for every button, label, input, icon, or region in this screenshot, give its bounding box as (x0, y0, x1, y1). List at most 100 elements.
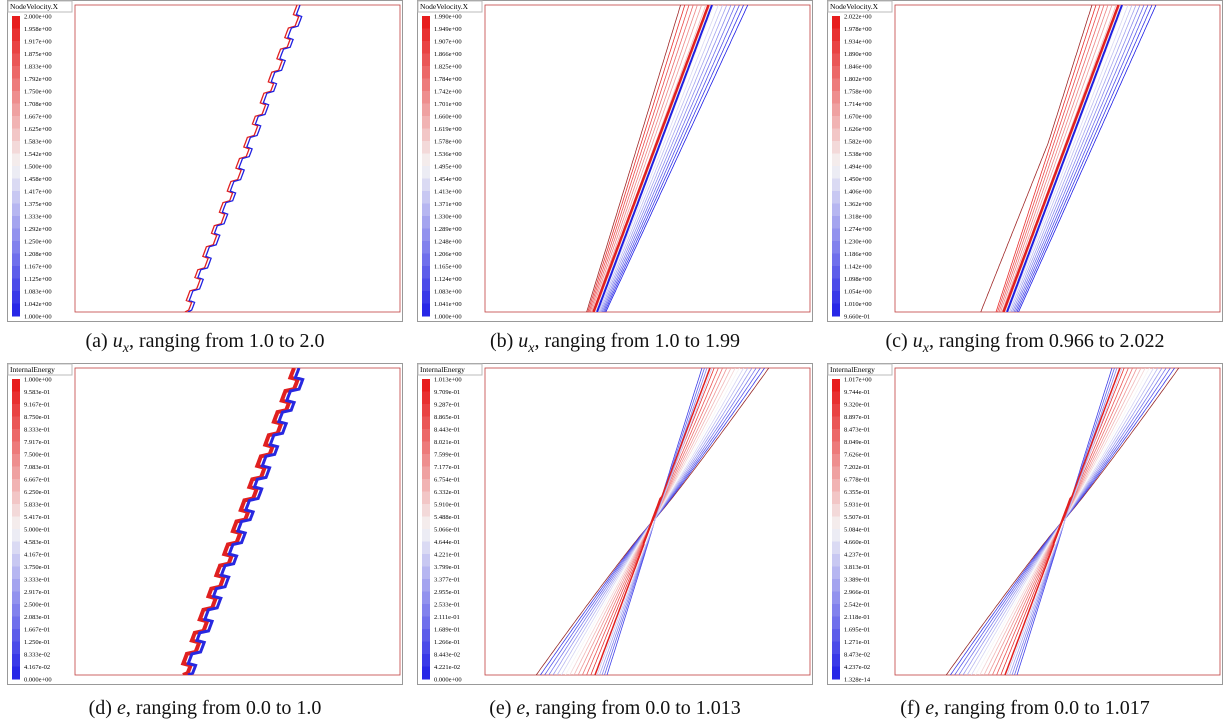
colorbar-segment (832, 241, 840, 254)
colorbar-segment (422, 579, 430, 592)
colorbar-label: 1.695e-01 (844, 627, 870, 634)
colorbar-label: 3.813e-01 (844, 564, 870, 571)
colorbar-label: 8.333e-01 (24, 427, 50, 434)
contour-line (1006, 368, 1123, 675)
colorbar-segment (832, 404, 840, 417)
panel-frame (417, 0, 813, 322)
colorbar-label: 1.784e+00 (434, 76, 462, 83)
contour-line (603, 5, 740, 312)
colorbar-segment (12, 41, 20, 54)
colorbar-segment (12, 253, 20, 267)
colorbar-title: NodeVelocity.X (420, 2, 469, 11)
colorbar-label: 2.111e-01 (434, 614, 460, 621)
colorbar-label: 1.978e+00 (844, 26, 872, 33)
contour-line (596, 5, 713, 312)
colorbar-segment (832, 141, 840, 154)
colorbar-label: 1.758e+00 (844, 89, 872, 96)
colorbar-label: 1.450e+00 (844, 176, 872, 183)
colorbar-title-box (417, 363, 483, 376)
colorbar-segment (12, 191, 20, 204)
colorbar-label: 1.292e+00 (24, 226, 52, 233)
colorbar-label: 7.202e-01 (844, 464, 870, 471)
colorbar-label: 2.022e+00 (844, 14, 872, 21)
colorbar-segment (12, 103, 20, 117)
plot-frame (484, 367, 811, 676)
colorbar-segment (832, 228, 840, 242)
contour-line (1007, 5, 1129, 312)
colorbar-label: 1.375e+00 (24, 201, 52, 208)
colorbar-label: 6.778e-01 (844, 477, 870, 484)
colorbar-segment (422, 616, 430, 630)
colorbar-segment (12, 228, 20, 242)
colorbar-label: 1.846e+00 (844, 64, 872, 71)
colorbar-segment (12, 641, 20, 655)
colorbar-segment (422, 529, 430, 542)
colorbar-label: 5.066e-01 (434, 527, 460, 534)
colorbar-segment (832, 516, 840, 530)
colorbar-segment (12, 441, 20, 455)
colorbar-segment (12, 466, 20, 480)
colorbar-segment (12, 266, 20, 279)
colorbar-segment (12, 178, 20, 192)
colorbar-segment (12, 216, 20, 229)
colorbar-label: 4.167e-02 (24, 664, 50, 671)
colorbar-segment (422, 666, 430, 680)
colorbar-segment (832, 216, 840, 229)
caption-label: (f) (900, 697, 921, 719)
colorbar-segment (422, 141, 430, 154)
colorbar-label: 1.413e+00 (434, 189, 462, 196)
colorbar-segment (12, 479, 20, 492)
caption-label: (b) (489, 330, 514, 352)
contour-line (599, 5, 728, 312)
colorbar-segment (12, 541, 20, 555)
panel: NodeVelocity.X 2.022e+00 1.978e+00 1.934e+0… (827, 0, 1223, 322)
contour-line (1006, 5, 1123, 312)
colorbar-segment (832, 379, 840, 392)
colorbar-label: 2.000e+00 (24, 14, 52, 21)
colorbar-label: 5.833e-01 (24, 502, 50, 509)
colorbar-title: InternalEnergy (420, 365, 465, 374)
colorbar-label: 1.248e+00 (434, 239, 462, 246)
colorbar-segment (422, 178, 430, 192)
colorbar-label: 3.333e-01 (24, 577, 50, 584)
colorbar-label: 1.990e+00 (434, 14, 462, 21)
contour-line (1016, 5, 1153, 312)
panel: InternalEnergy 1.017e+00 9.744e-01 9.320e-0… (827, 363, 1223, 685)
caption: (a) ux, ranging from 1.0 to 2.0 (0, 330, 410, 357)
contour-line (1018, 5, 1157, 312)
colorbar-label: 1.701e+00 (434, 101, 462, 108)
colorbar-segment (12, 278, 20, 292)
colorbar-segment (832, 53, 840, 67)
colorbar-label: 4.660e-01 (844, 539, 870, 546)
contour-line (180, 368, 301, 675)
colorbar-label: 9.744e-01 (844, 389, 870, 396)
colorbar-label: 6.667e-01 (24, 477, 50, 484)
colorbar-segment (12, 429, 20, 442)
colorbar-segment (12, 616, 20, 630)
caption-symbol: e (116, 697, 126, 719)
colorbar-segment (422, 466, 430, 480)
colorbar-segment (422, 491, 430, 505)
colorbar-label: 1.250e-01 (24, 639, 50, 646)
colorbar-label: 1.958e+00 (24, 26, 52, 33)
colorbar-label: 1.083e+00 (434, 289, 462, 296)
colorbar-segment (832, 266, 840, 279)
plot-frame (74, 367, 401, 676)
colorbar-label: 5.488e-01 (434, 514, 460, 521)
colorbar-label: 4.167e-01 (24, 552, 50, 559)
colorbar-segment (422, 53, 430, 67)
colorbar-label: 1.494e+00 (844, 164, 872, 171)
caption-label: (c) (885, 330, 908, 352)
panel-frame (7, 0, 403, 322)
contour-line (997, 5, 1101, 312)
colorbar-segment (832, 441, 840, 455)
colorbar-segment (832, 566, 840, 580)
colorbar-label: 4.583e-01 (24, 539, 50, 546)
caption-symbol: u (518, 330, 529, 352)
colorbar-label: 7.599e-01 (434, 452, 460, 459)
contour-line (586, 5, 681, 312)
colorbar-segment (12, 516, 20, 530)
colorbar-label: 1.371e+00 (434, 201, 462, 208)
colorbar-title-box (7, 363, 73, 376)
